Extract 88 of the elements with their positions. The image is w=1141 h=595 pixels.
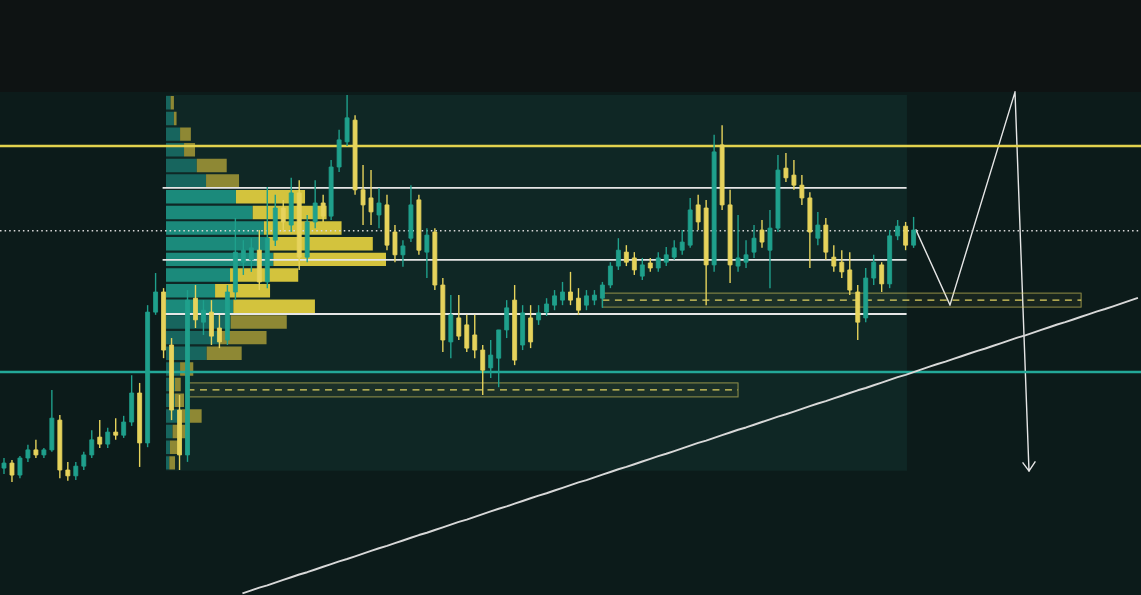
candlestick bbox=[217, 314, 222, 349]
candlestick bbox=[631, 251, 637, 276]
candlestick bbox=[871, 254, 877, 286]
candlestick bbox=[33, 439, 39, 459]
candlestick bbox=[783, 152, 789, 183]
candlestick bbox=[831, 244, 837, 273]
candlestick bbox=[153, 272, 159, 316]
candlestick bbox=[600, 281, 605, 309]
candlestick bbox=[81, 451, 87, 471]
candlestick bbox=[639, 257, 645, 281]
candlestick bbox=[576, 287, 581, 316]
candlestick bbox=[89, 429, 95, 459]
candlestick bbox=[65, 461, 71, 482]
candlestick bbox=[464, 314, 470, 353]
bar bbox=[230, 315, 287, 329]
candlestick bbox=[767, 209, 773, 289]
candlestick bbox=[424, 227, 430, 279]
bar bbox=[206, 174, 240, 188]
candlestick bbox=[504, 299, 510, 339]
candlestick bbox=[695, 194, 701, 231]
candlestick bbox=[879, 261, 885, 293]
bar bbox=[206, 346, 242, 361]
candlestick bbox=[97, 419, 103, 449]
bar bbox=[170, 96, 174, 110]
candlestick bbox=[113, 417, 119, 441]
bar bbox=[166, 96, 171, 110]
candlestick bbox=[121, 415, 127, 439]
candlestick bbox=[839, 249, 845, 279]
candlestick bbox=[9, 459, 15, 483]
candlestick bbox=[376, 187, 382, 229]
candlestick bbox=[280, 199, 286, 233]
bar bbox=[166, 456, 170, 470]
bar bbox=[173, 111, 177, 126]
candlestick bbox=[791, 159, 797, 191]
candlestick bbox=[368, 169, 374, 226]
candlestick bbox=[528, 304, 534, 349]
candlestick bbox=[815, 211, 821, 246]
candlestick bbox=[17, 455, 23, 479]
candlestick bbox=[209, 299, 214, 346]
bar bbox=[166, 221, 264, 235]
candlestick bbox=[312, 179, 318, 229]
candlestick bbox=[456, 294, 462, 341]
candlestick bbox=[248, 237, 254, 273]
candlestick bbox=[743, 239, 749, 269]
bar bbox=[166, 127, 181, 141]
candlestick bbox=[560, 281, 565, 306]
bar bbox=[166, 440, 170, 454]
candlestick bbox=[799, 174, 805, 206]
bar bbox=[166, 424, 173, 439]
candlestick bbox=[392, 224, 398, 263]
candlestick bbox=[759, 219, 765, 249]
bar bbox=[233, 299, 315, 314]
candlestick bbox=[568, 271, 573, 306]
candlestick bbox=[623, 244, 629, 267]
candlestick bbox=[584, 289, 589, 311]
candlestick bbox=[552, 289, 557, 311]
bar bbox=[175, 377, 181, 392]
candlestick bbox=[911, 216, 917, 249]
candlestick bbox=[472, 314, 478, 359]
candlestick bbox=[663, 246, 669, 267]
bar bbox=[166, 158, 197, 173]
candlestick bbox=[655, 251, 661, 273]
candlestick bbox=[615, 237, 621, 271]
candlestick bbox=[607, 261, 613, 289]
bar bbox=[166, 190, 236, 204]
candlestick bbox=[751, 224, 757, 259]
candlestick bbox=[240, 239, 246, 276]
bar bbox=[166, 205, 253, 220]
candlestick bbox=[847, 251, 853, 296]
bar bbox=[169, 456, 176, 470]
bar bbox=[180, 127, 191, 141]
candlestick bbox=[193, 284, 198, 329]
candlestick bbox=[671, 239, 677, 261]
bar bbox=[196, 158, 227, 173]
candlestick bbox=[320, 194, 326, 223]
candlestick bbox=[105, 427, 111, 449]
candlestick bbox=[735, 214, 741, 273]
candlestick bbox=[360, 164, 366, 226]
candlestick bbox=[400, 239, 406, 268]
candlestick bbox=[201, 299, 206, 336]
candlestick bbox=[903, 221, 909, 251]
bar bbox=[166, 283, 216, 298]
bar bbox=[166, 111, 174, 126]
candlestick bbox=[536, 304, 541, 326]
candlestick bbox=[73, 461, 79, 481]
candlestick bbox=[895, 219, 901, 241]
bar bbox=[166, 174, 207, 188]
candlestick bbox=[679, 229, 685, 256]
